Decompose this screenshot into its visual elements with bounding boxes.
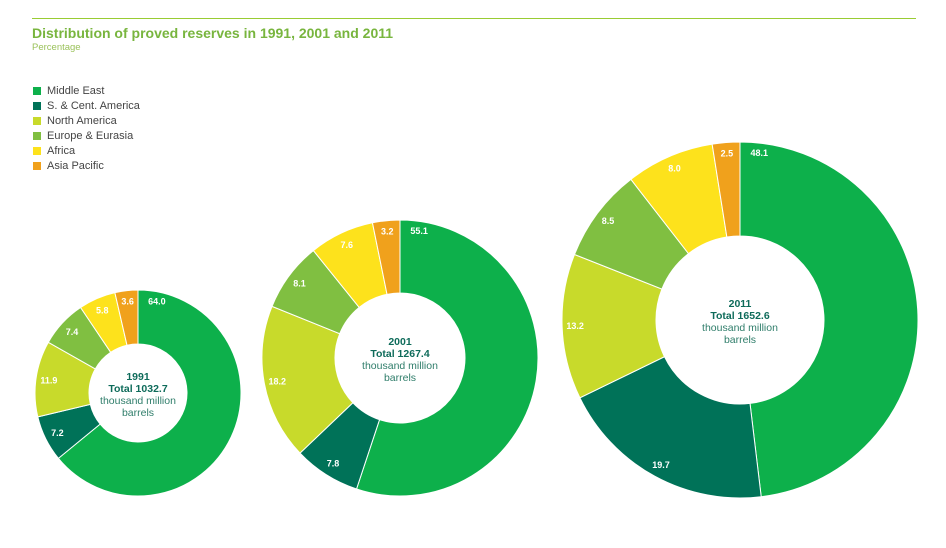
donut-segment: [57, 289, 242, 497]
center-unit: thousand million: [362, 360, 438, 372]
legend-swatch: [33, 116, 41, 125]
data-label: 11.9: [40, 375, 57, 385]
center-total: Total 1032.7: [108, 383, 167, 395]
donut-segment: [355, 219, 539, 497]
data-label: 55.1: [410, 226, 428, 236]
center-total: Total 1267.4: [370, 348, 429, 360]
data-label: 8.1: [293, 279, 306, 289]
data-label: 19.7: [652, 460, 670, 470]
data-label: 7.2: [51, 428, 64, 438]
data-label: 7.6: [341, 240, 354, 250]
top-rule: [32, 18, 916, 19]
data-label: 8.0: [668, 164, 681, 174]
legend-label: S. & Cent. America: [47, 99, 140, 112]
center-unit: barrels: [724, 334, 756, 346]
legend-swatch: [33, 146, 41, 155]
data-label: 3.6: [121, 297, 134, 307]
data-label: 7.4: [66, 327, 79, 337]
data-label: 64.0: [148, 296, 166, 306]
data-label: 18.2: [268, 376, 286, 386]
legend-label: Asia Pacific: [47, 159, 104, 172]
data-label: 8.5: [602, 216, 615, 226]
legend-swatch: [33, 101, 41, 110]
legend-swatch: [33, 161, 41, 170]
data-label: 13.2: [566, 321, 584, 331]
donut-segment: [371, 219, 401, 295]
legend-item: Africa: [33, 143, 140, 158]
legend-label: Middle East: [47, 84, 105, 97]
legend-item: North America: [33, 113, 140, 128]
chart-subtitle: Percentage: [32, 42, 81, 53]
center-unit: thousand million: [100, 395, 176, 407]
center-unit: barrels: [384, 372, 416, 384]
donut-segment: [739, 141, 919, 498]
legend-swatch: [33, 131, 41, 140]
donut-segment: [579, 356, 762, 499]
legend-label: Europe & Eurasia: [47, 129, 134, 142]
center-year: 2011: [729, 298, 752, 310]
data-label: 5.8: [96, 305, 109, 315]
legend: Middle East S. & Cent. America North Ame…: [33, 83, 140, 173]
legend-item: Europe & Eurasia: [33, 128, 140, 143]
center-unit: barrels: [122, 407, 154, 419]
donut-segment: [711, 141, 741, 238]
center-year: 2001: [388, 336, 412, 348]
data-label: 48.1: [751, 148, 769, 158]
data-label: 2.5: [721, 149, 734, 159]
legend-item: S. & Cent. America: [33, 98, 140, 113]
legend-swatch: [33, 86, 41, 95]
center-total: Total 1652.6: [710, 310, 769, 322]
legend-item: Middle East: [33, 83, 140, 98]
legend-item: Asia Pacific: [33, 158, 140, 173]
center-year: 1991: [126, 371, 150, 383]
center-unit: thousand million: [702, 322, 778, 334]
legend-label: Africa: [47, 144, 76, 157]
donut-segment: [261, 305, 354, 454]
chart-title: Distribution of proved reserves in 1991,…: [32, 25, 394, 41]
data-label: 3.2: [381, 227, 394, 237]
legend-label: North America: [47, 114, 117, 127]
data-label: 7.8: [327, 459, 340, 469]
donut-segment: [114, 289, 139, 346]
